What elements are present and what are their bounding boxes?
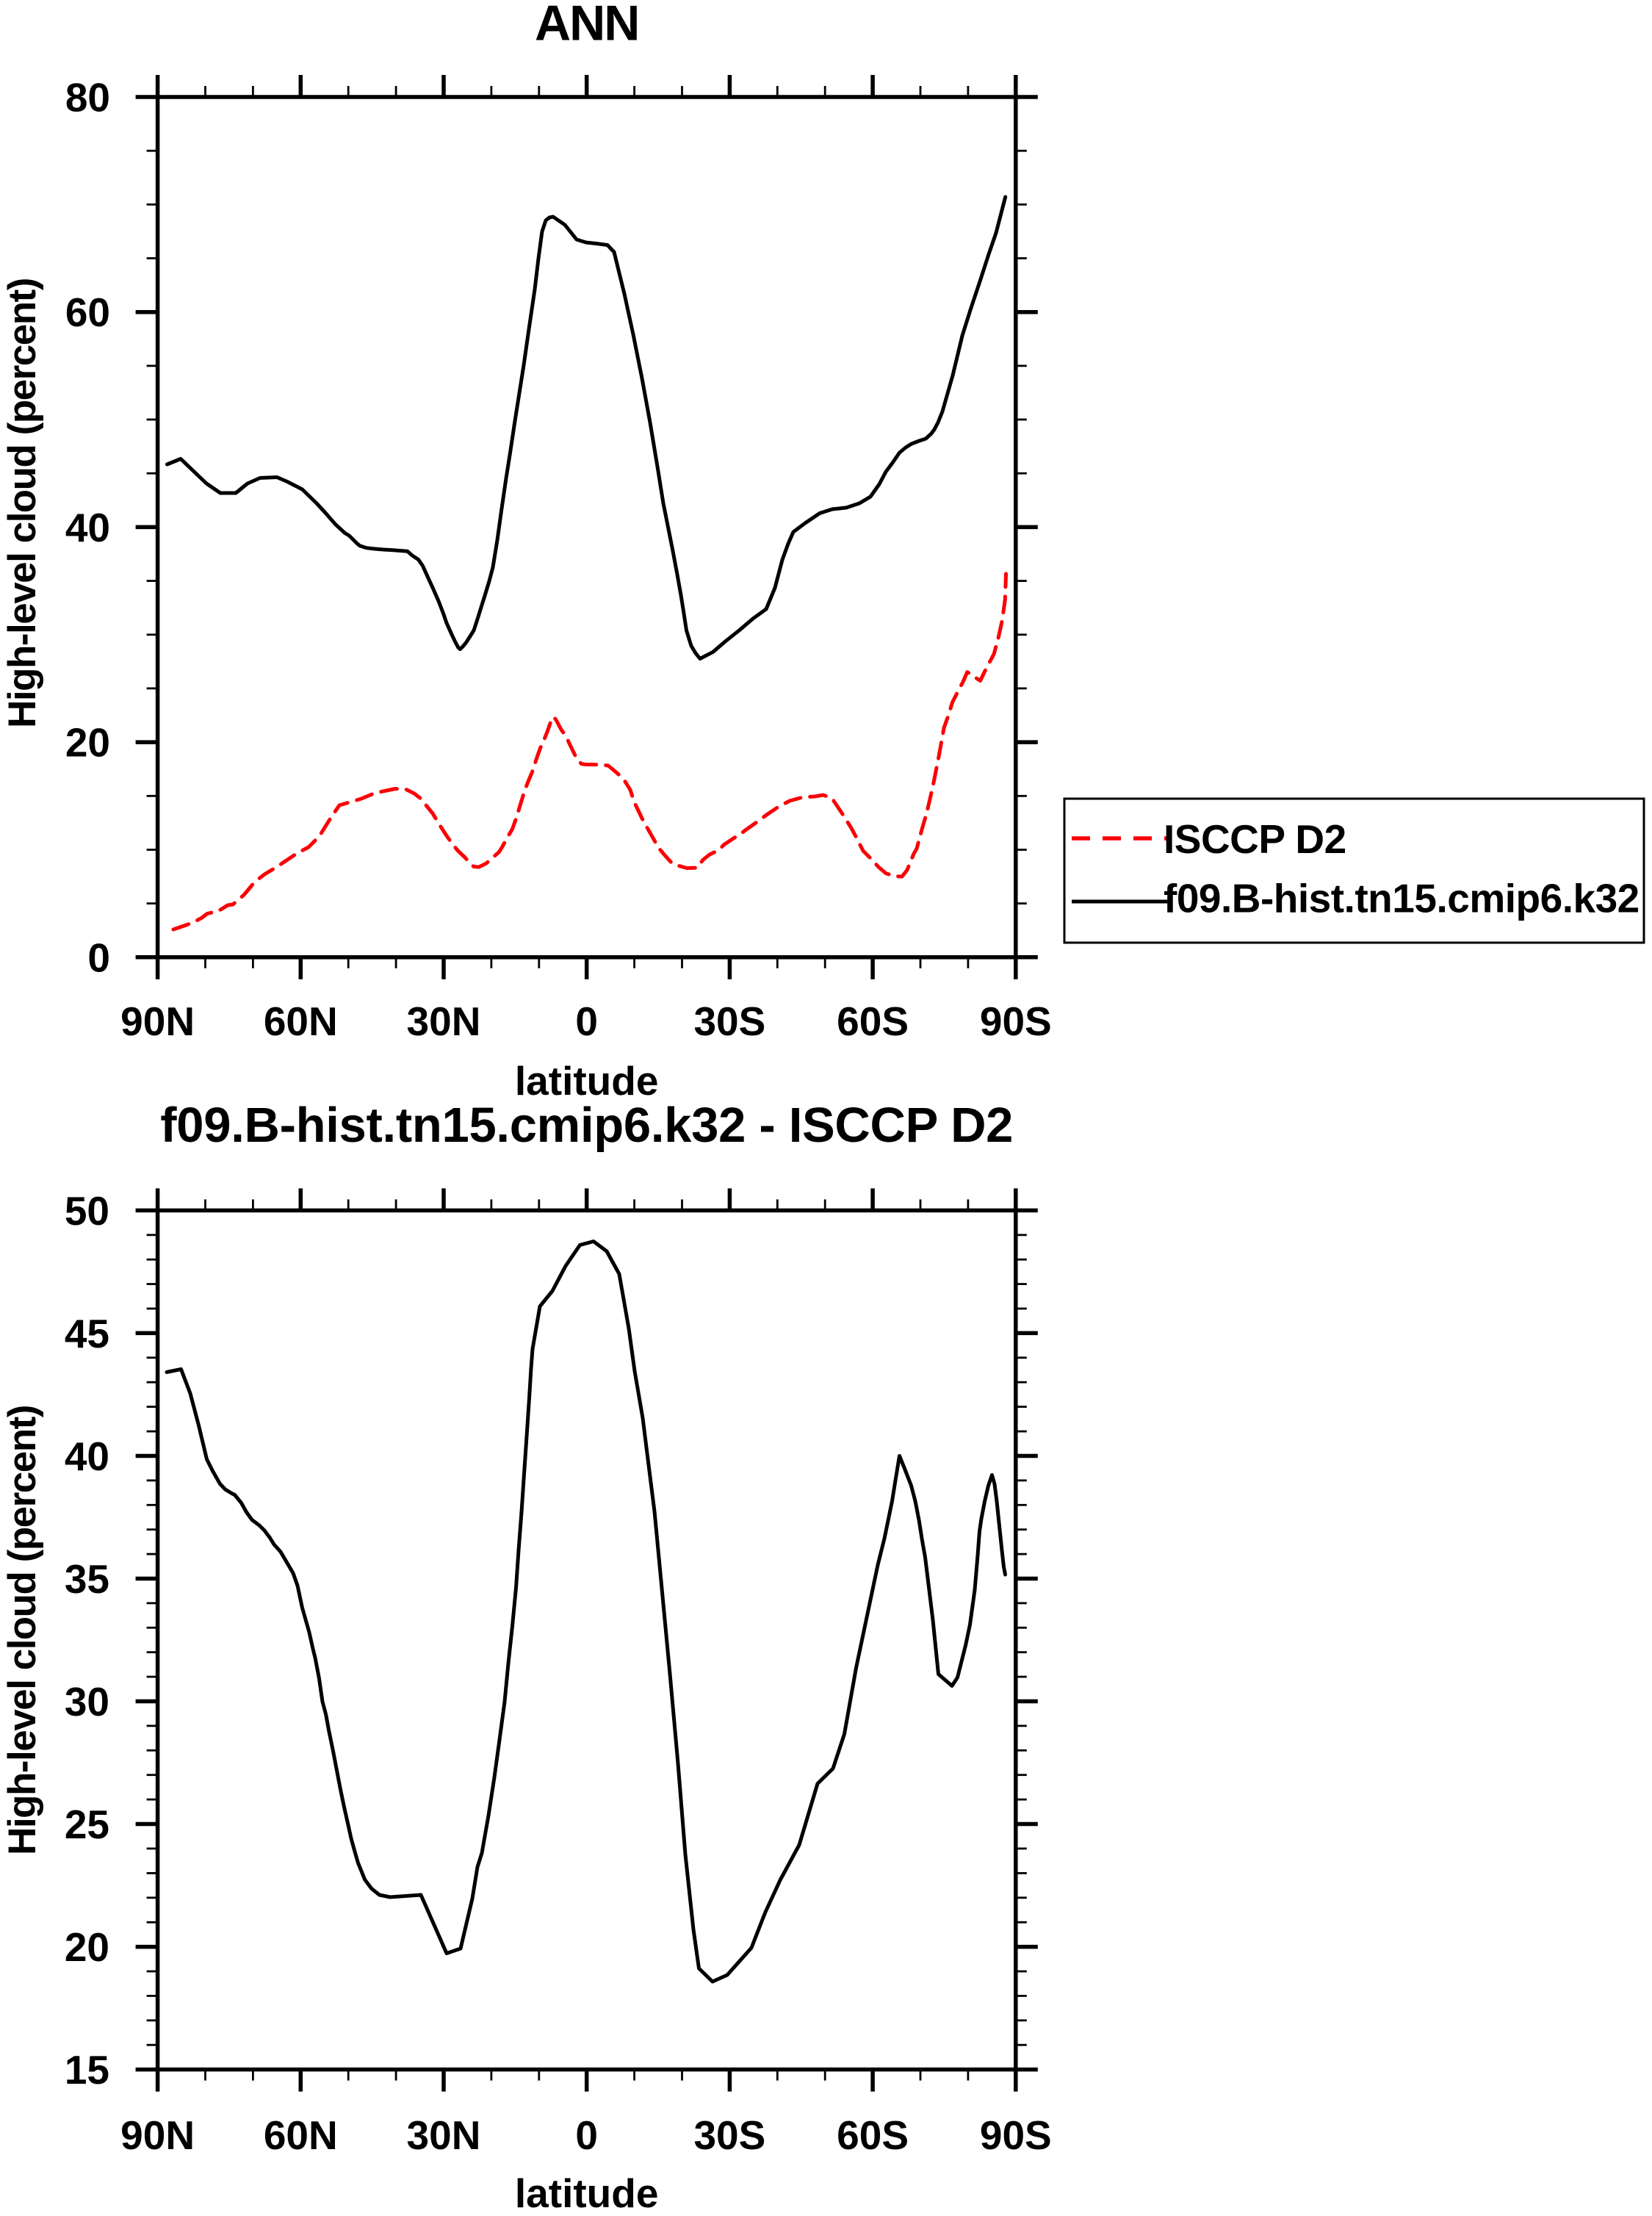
svg-text:30N: 30N: [407, 2112, 481, 2158]
svg-text:0: 0: [87, 935, 110, 980]
svg-text:60S: 60S: [837, 999, 909, 1044]
svg-text:35: 35: [65, 1556, 109, 1602]
svg-text:f09.B-hist.tn15.cmip6.k32: f09.B-hist.tn15.cmip6.k32: [1164, 876, 1640, 921]
svg-text:15: 15: [65, 2047, 109, 2093]
svg-text:40: 40: [65, 1433, 109, 1479]
svg-text:latitude: latitude: [515, 1058, 659, 1104]
svg-text:30N: 30N: [407, 999, 481, 1044]
svg-text:20: 20: [65, 720, 110, 766]
svg-text:45: 45: [65, 1311, 109, 1356]
svg-text:90S: 90S: [980, 2112, 1052, 2158]
svg-text:30S: 30S: [693, 999, 765, 1044]
svg-text:40: 40: [65, 505, 110, 550]
svg-text:60: 60: [65, 289, 110, 335]
svg-text:50: 50: [65, 1188, 109, 1234]
svg-text:ISCCP D2: ISCCP D2: [1164, 816, 1346, 862]
svg-text:ANN: ANN: [535, 0, 638, 51]
svg-text:60S: 60S: [837, 2112, 909, 2158]
svg-text:60N: 60N: [264, 999, 338, 1044]
svg-text:60N: 60N: [264, 2112, 338, 2158]
svg-text:90N: 90N: [120, 999, 195, 1044]
svg-text:High-level cloud (percent): High-level cloud (percent): [1, 1406, 44, 1855]
svg-text:80: 80: [65, 75, 110, 120]
svg-text:0: 0: [575, 999, 598, 1044]
svg-text:f09.B-hist.tn15.cmip6.k32 - IS: f09.B-hist.tn15.cmip6.k32 - ISCCP D2: [160, 1098, 1013, 1153]
svg-text:High-level cloud (percent): High-level cloud (percent): [1, 278, 44, 728]
svg-text:90N: 90N: [120, 2112, 195, 2158]
svg-text:20: 20: [65, 1924, 109, 1970]
svg-text:0: 0: [575, 2112, 598, 2158]
svg-text:30S: 30S: [693, 2112, 765, 2158]
svg-text:90S: 90S: [980, 999, 1052, 1044]
svg-text:latitude: latitude: [515, 2170, 659, 2212]
svg-text:30: 30: [65, 1679, 109, 1724]
svg-text:25: 25: [65, 1802, 109, 1847]
